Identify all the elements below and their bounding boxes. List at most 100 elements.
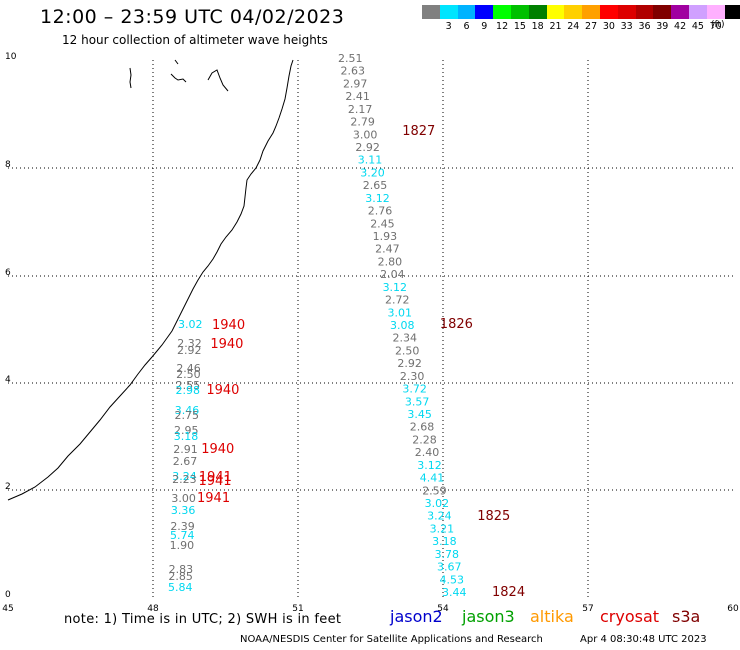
map-grid: 45 48 51 54 57 60 0 2 4 6 8 10: [2, 52, 739, 614]
legend-swatch: [564, 5, 583, 19]
swh-value: 2.34: [392, 332, 417, 345]
swh-value: 3.12: [417, 459, 442, 472]
legend-label: 3: [445, 21, 452, 32]
lat-tick-label: 6: [5, 268, 11, 278]
swh-value: 2.59: [422, 484, 447, 497]
swh-value: 2.17: [348, 103, 373, 116]
lat-tick-label: 4: [5, 375, 11, 385]
swh-value: 5.74: [170, 529, 195, 542]
map-title: 12:00 – 23:59 UTC 04/02/2023: [40, 6, 345, 28]
swh-value: 4.53: [440, 573, 465, 586]
legend-label: 18: [531, 21, 544, 32]
swh-value: 3.12: [383, 281, 408, 294]
swh-value: 2.67: [173, 455, 198, 468]
legend-swatch: [493, 5, 511, 19]
swh-value: 3.36: [171, 504, 196, 517]
swh-value: 3.67: [437, 561, 462, 574]
legend-swatch: [724, 5, 740, 19]
legend-label: 12: [496, 21, 509, 32]
satellite-label-jason3: jason3: [462, 607, 515, 626]
legend-label: 70: [709, 21, 722, 32]
map-subtitle: 12 hour collection of altimeter wave hei…: [62, 33, 328, 47]
swh-value: 2.92: [177, 344, 202, 357]
swh-value: 2.68: [410, 421, 435, 434]
swh-value: 2.83: [169, 563, 194, 576]
swh-value: 4.41: [420, 472, 445, 485]
altimeter-track-west: 3.02 2.322.92 2.462.502.552.98 3.462.75 2.95…: [168, 318, 245, 594]
satellite-label-s3a: s3a: [672, 607, 701, 626]
generated-timestamp: Apr 4 08:30:48 UTC 2023: [580, 634, 707, 645]
legend-label: 21: [549, 21, 562, 32]
swh-value: 2.63: [340, 65, 365, 78]
swh-value: 2.45: [370, 217, 395, 230]
swh-value: 3.02: [178, 318, 203, 331]
swh-value: 2.50: [176, 368, 201, 381]
color-legend: 3 6 9 12 15 18 21 24 27 30 33 36 39 42 45 70: [422, 5, 740, 33]
swh-value: 3.08: [390, 319, 415, 332]
legend-swatch: [439, 5, 458, 19]
pass-time-label: 1825: [477, 509, 510, 524]
legend-label: 42: [674, 21, 687, 32]
altimeter-track-east: 2.512.632.972.412.172.793.002.923.113.20…: [338, 52, 525, 600]
swh-value: 2.80: [378, 255, 403, 268]
swh-value: 2.72: [385, 294, 410, 307]
swh-value: 2.23: [172, 473, 197, 486]
swh-value: 2.97: [343, 77, 368, 90]
legend-label: 27: [585, 21, 598, 32]
pass-time-label: 1941: [199, 470, 232, 485]
legend-swatches: [422, 5, 740, 19]
swh-value: 2.92: [355, 141, 380, 154]
swh-value: 2.91: [173, 443, 198, 456]
credit: NOAA/NESDIS Center for Satellite Applica…: [240, 634, 543, 645]
swh-value: 3.18: [174, 430, 199, 443]
legend-swatch: [617, 5, 636, 19]
island: [174, 59, 179, 65]
legend-label: 15: [513, 21, 526, 32]
swh-value: 3.00: [353, 128, 378, 141]
legend-swatch: [475, 5, 494, 19]
satellite-label-altika: altika: [530, 607, 574, 626]
island: [170, 73, 187, 83]
swh-value: 3.24: [172, 470, 197, 483]
swh-value: 3.57: [405, 395, 430, 408]
swh-value: 2.50: [395, 344, 420, 357]
pass-time-label: 1827: [402, 124, 435, 139]
lon-tick-label: 60: [727, 604, 739, 614]
swh-value: 3.18: [432, 535, 457, 548]
swh-value: 2.76: [368, 205, 393, 218]
satellite-label-jason2: jason2: [390, 607, 443, 626]
legend-labels: 3 6 9 12 15 18 21 24 27 30 33 36 39 42 45 70: [422, 19, 740, 33]
swh-value: 3.72: [402, 383, 427, 396]
pass-time-label: 1940: [201, 442, 234, 457]
swh-value: 2.79: [350, 116, 375, 129]
lon-tick-label: 45: [2, 604, 13, 614]
swh-value: 2.95: [174, 424, 199, 437]
swh-value: 2.30: [400, 370, 425, 383]
swh-value: 2.41: [345, 90, 370, 103]
legend-label: 39: [656, 21, 669, 32]
swh-value: 1.90: [170, 539, 195, 552]
footer-note: note: 1) Time is in UTC; 2) SWH is in fe…: [64, 612, 342, 627]
legend-swatch: [546, 5, 565, 19]
swh-value: 2.04: [380, 268, 405, 281]
swh-value: 2.39: [170, 520, 195, 533]
island: [129, 67, 132, 89]
satellite-label-cryosat: cryosat: [600, 607, 660, 626]
swh-value: 2.55: [176, 379, 201, 392]
swh-value: 2.92: [397, 357, 422, 370]
swh-value: 2.98: [175, 384, 200, 397]
lat-tick-label: 8: [5, 160, 11, 170]
legend-label: 30: [602, 21, 615, 32]
swh-value: 3.11: [358, 154, 383, 167]
swh-value: 2.51: [338, 52, 363, 65]
legend-swatch: [635, 5, 654, 19]
legend-swatch: [688, 5, 707, 19]
swh-value: 3.20: [360, 166, 385, 179]
pass-time-label: 1940: [212, 318, 245, 333]
lon-tick-label: 54: [437, 604, 449, 614]
swh-value: 3.21: [430, 522, 455, 535]
pass-time-label: 1824: [492, 585, 525, 600]
swh-value: 2.65: [363, 179, 388, 192]
legend-swatch: [457, 5, 476, 19]
